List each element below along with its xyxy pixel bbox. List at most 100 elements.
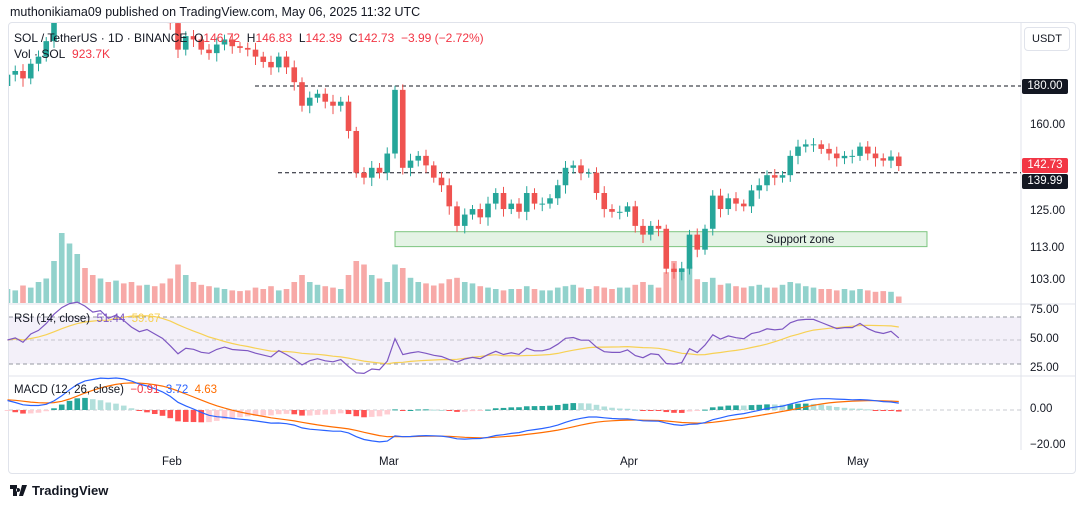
volume-bar xyxy=(423,283,429,303)
volume-bar xyxy=(616,287,623,303)
candle-body xyxy=(430,165,437,178)
candle-body xyxy=(237,46,243,48)
volume-bar xyxy=(624,287,631,303)
ohlc-legend: SOL / TetherUS · 1D · BINANCE O146.72 H1… xyxy=(14,31,484,45)
volume-bar xyxy=(748,286,755,303)
macd-histogram-bar xyxy=(895,410,902,412)
macd-histogram-bar xyxy=(756,404,763,410)
published-by: muthonikiama09 published on TradingView.… xyxy=(10,5,421,19)
macd-histogram-bar xyxy=(702,409,708,411)
volume-bar xyxy=(469,283,476,303)
volume-bar xyxy=(58,233,65,303)
volume-bar xyxy=(655,287,662,303)
volume-bar xyxy=(880,291,887,303)
candle-body xyxy=(190,36,197,40)
macd-histogram-bar xyxy=(709,407,716,410)
macd-histogram-bar xyxy=(20,410,26,414)
volume-bar xyxy=(74,254,81,303)
candle-body xyxy=(268,61,274,68)
candle-body xyxy=(384,153,391,173)
volume-bar xyxy=(802,286,809,303)
candle-body xyxy=(454,206,460,226)
candle-body xyxy=(872,153,879,159)
candle-body xyxy=(438,177,445,186)
macd-histogram-bar xyxy=(748,405,755,410)
volume-label[interactable]: Vol · SOL xyxy=(14,47,66,61)
low-value: 142.39 xyxy=(305,31,343,45)
volume-bar xyxy=(609,289,615,303)
macd-histogram-bar xyxy=(136,410,143,411)
rsi-label[interactable]: RSI (14, close) xyxy=(14,313,91,325)
macd-label[interactable]: MACD (12, 26, close) xyxy=(14,384,124,396)
macd-histogram-bar xyxy=(833,406,840,410)
rsi-ma-value: 59.67 xyxy=(131,313,161,325)
candle-body xyxy=(725,198,732,210)
macd-histogram-bar xyxy=(725,405,732,410)
macd-legend: MACD (12, 26, close) −0.91 3.72 4.63 xyxy=(14,384,217,396)
candle-body xyxy=(593,172,600,194)
volume-bar xyxy=(299,275,305,303)
candle-body xyxy=(229,39,236,47)
candle-body xyxy=(771,175,778,178)
macd-tick: 0.00 xyxy=(1030,403,1053,415)
volume-bar xyxy=(857,289,863,303)
candle-body xyxy=(9,74,11,86)
volume-bar xyxy=(415,282,422,303)
macd-histogram-bar xyxy=(779,404,786,410)
candle-body xyxy=(647,225,654,235)
macd-histogram-bar xyxy=(477,410,484,411)
macd-histogram-bar xyxy=(857,408,863,410)
tradingview-logo-icon xyxy=(10,485,27,496)
volume-bar xyxy=(51,261,57,303)
volume-bar xyxy=(35,282,42,303)
macd-histogram-bar xyxy=(144,410,150,413)
candle-body xyxy=(880,158,887,161)
high-label: H xyxy=(246,31,256,45)
macd-histogram-bar xyxy=(554,404,561,410)
candle-body xyxy=(570,165,577,168)
macd-histogram-bar xyxy=(175,410,181,422)
macd-histogram-bar xyxy=(423,409,429,411)
volume-bar xyxy=(508,289,515,303)
open-value: 146.72 xyxy=(203,31,241,45)
macd-histogram-bar xyxy=(438,409,445,411)
volume-bar xyxy=(446,279,453,303)
macd-histogram-bar xyxy=(570,403,577,410)
support-zone[interactable] xyxy=(394,231,928,248)
candle-body xyxy=(818,144,825,149)
symbol-info[interactable]: SOL / TetherUS · 1D · BINANCE xyxy=(14,31,188,45)
currency-button[interactable]: USDT xyxy=(1024,27,1070,51)
price-tick: 125.00 xyxy=(1030,205,1066,217)
macd-histogram-bar xyxy=(826,405,832,410)
volume-bar xyxy=(740,287,747,303)
candle-body xyxy=(43,41,50,57)
volume-bar xyxy=(810,287,817,303)
tradingview-logo[interactable]: TradingView xyxy=(10,483,108,498)
candle-body xyxy=(826,148,832,154)
time-tick: Mar xyxy=(379,456,399,468)
volume-bar xyxy=(756,284,763,303)
macd-histogram-bar xyxy=(446,410,453,411)
candle-body xyxy=(740,203,747,207)
candle-body xyxy=(756,185,763,191)
macd-histogram-bar xyxy=(322,410,329,415)
macd-histogram-bar xyxy=(268,410,274,416)
macd-histogram-bar xyxy=(97,400,104,410)
rsi-value: 51.44 xyxy=(96,313,126,325)
candle-body xyxy=(531,193,538,204)
volume-bar xyxy=(733,286,739,303)
volume-value: 923.7K xyxy=(72,47,111,61)
candle-body xyxy=(562,167,569,186)
macd-histogram-bar xyxy=(27,410,34,414)
time-tick: May xyxy=(847,456,869,468)
candle-body xyxy=(733,198,739,204)
macd-histogram-bar xyxy=(678,410,685,413)
candle-body xyxy=(345,101,352,131)
candle-body xyxy=(198,39,205,50)
macd-histogram-bar xyxy=(740,405,747,410)
macd-histogram-bar xyxy=(213,410,220,421)
candle-body xyxy=(601,193,608,210)
macd-line xyxy=(7,377,899,443)
candle-body xyxy=(160,0,166,4)
